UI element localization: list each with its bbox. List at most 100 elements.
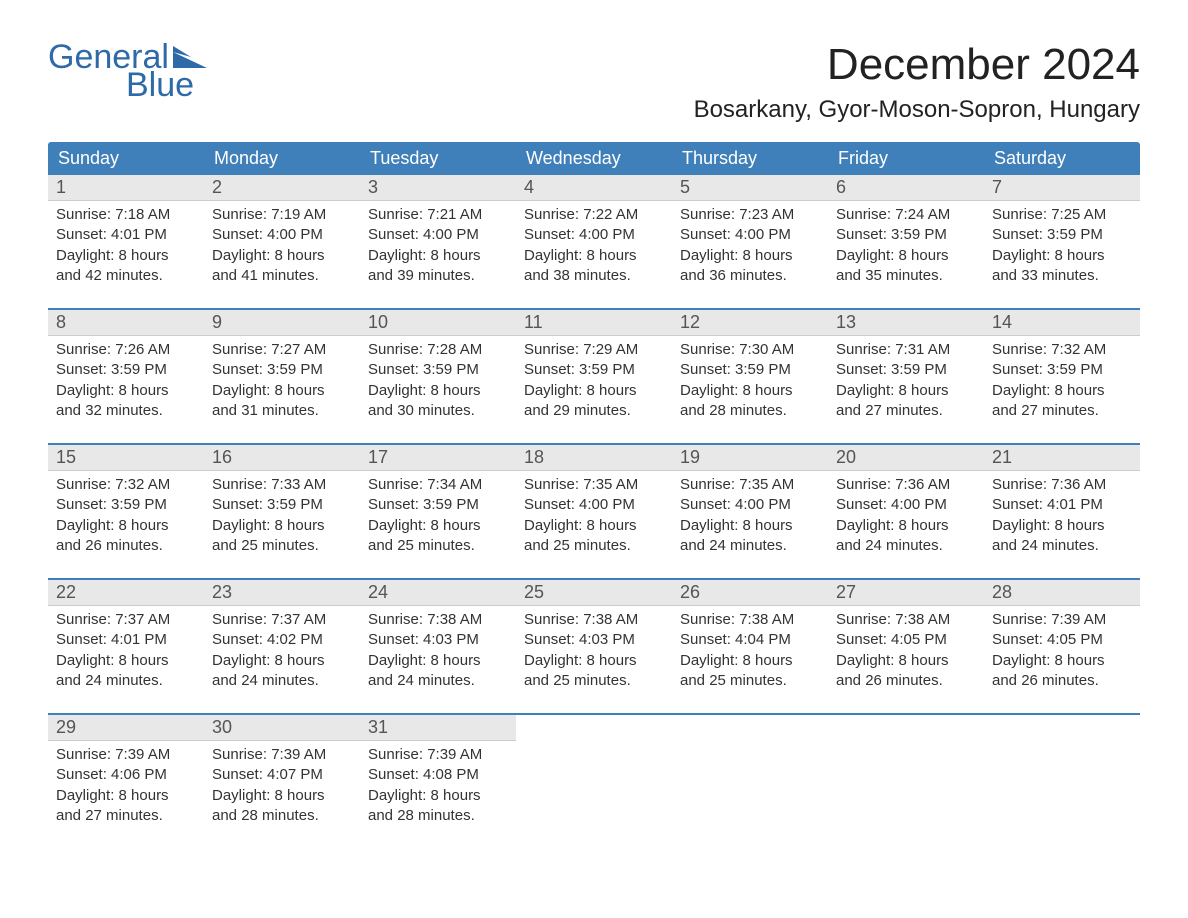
calendar-day-cell: 27Sunrise: 7:38 AMSunset: 4:05 PMDayligh… [828, 580, 984, 699]
day-number: 21 [984, 445, 1140, 471]
day-sunrise: Sunrise: 7:32 AM [56, 475, 196, 495]
day-daylight2: and 32 minutes. [56, 401, 196, 421]
day-body: Sunrise: 7:25 AMSunset: 3:59 PMDaylight:… [984, 201, 1140, 294]
day-daylight2: and 41 minutes. [212, 266, 352, 286]
day-sunrise: Sunrise: 7:29 AM [524, 340, 664, 360]
day-daylight1: Daylight: 8 hours [212, 651, 352, 671]
day-number: 22 [48, 580, 204, 606]
day-sunset: Sunset: 4:00 PM [524, 225, 664, 245]
day-sunrise: Sunrise: 7:36 AM [992, 475, 1132, 495]
calendar-day-cell: 29Sunrise: 7:39 AMSunset: 4:06 PMDayligh… [48, 715, 204, 834]
day-daylight2: and 36 minutes. [680, 266, 820, 286]
day-header-sunday: Sunday [48, 142, 204, 175]
day-sunset: Sunset: 4:00 PM [680, 225, 820, 245]
day-sunset: Sunset: 4:02 PM [212, 630, 352, 650]
calendar: Sunday Monday Tuesday Wednesday Thursday… [48, 142, 1140, 834]
day-body: Sunrise: 7:19 AMSunset: 4:00 PMDaylight:… [204, 201, 360, 294]
day-daylight2: and 25 minutes. [368, 536, 508, 556]
title-block: December 2024 Bosarkany, Gyor-Moson-Sopr… [694, 40, 1140, 138]
day-number: 29 [48, 715, 204, 741]
calendar-day-cell [516, 715, 672, 834]
day-number: 31 [360, 715, 516, 741]
day-daylight2: and 28 minutes. [680, 401, 820, 421]
day-sunset: Sunset: 4:01 PM [992, 495, 1132, 515]
logo: General Blue [48, 40, 207, 102]
day-daylight1: Daylight: 8 hours [992, 651, 1132, 671]
day-number: 25 [516, 580, 672, 606]
calendar-day-cell: 4Sunrise: 7:22 AMSunset: 4:00 PMDaylight… [516, 175, 672, 294]
day-daylight1: Daylight: 8 hours [524, 651, 664, 671]
day-body: Sunrise: 7:37 AMSunset: 4:02 PMDaylight:… [204, 606, 360, 699]
calendar-day-cell [828, 715, 984, 834]
day-daylight2: and 39 minutes. [368, 266, 508, 286]
day-sunrise: Sunrise: 7:37 AM [212, 610, 352, 630]
day-daylight2: and 28 minutes. [212, 806, 352, 826]
day-sunset: Sunset: 3:59 PM [368, 360, 508, 380]
day-number: 1 [48, 175, 204, 201]
day-sunrise: Sunrise: 7:27 AM [212, 340, 352, 360]
day-sunrise: Sunrise: 7:35 AM [680, 475, 820, 495]
day-body: Sunrise: 7:39 AMSunset: 4:05 PMDaylight:… [984, 606, 1140, 699]
day-sunset: Sunset: 3:59 PM [836, 360, 976, 380]
day-daylight1: Daylight: 8 hours [56, 381, 196, 401]
day-sunrise: Sunrise: 7:37 AM [56, 610, 196, 630]
day-sunset: Sunset: 4:00 PM [680, 495, 820, 515]
day-sunrise: Sunrise: 7:38 AM [368, 610, 508, 630]
day-number: 11 [516, 310, 672, 336]
day-sunrise: Sunrise: 7:38 AM [836, 610, 976, 630]
day-sunrise: Sunrise: 7:33 AM [212, 475, 352, 495]
day-daylight1: Daylight: 8 hours [368, 381, 508, 401]
calendar-day-cell: 18Sunrise: 7:35 AMSunset: 4:00 PMDayligh… [516, 445, 672, 564]
day-body: Sunrise: 7:23 AMSunset: 4:00 PMDaylight:… [672, 201, 828, 294]
day-body: Sunrise: 7:34 AMSunset: 3:59 PMDaylight:… [360, 471, 516, 564]
day-number: 14 [984, 310, 1140, 336]
day-daylight1: Daylight: 8 hours [56, 651, 196, 671]
day-sunset: Sunset: 3:59 PM [56, 495, 196, 515]
calendar-day-cell: 20Sunrise: 7:36 AMSunset: 4:00 PMDayligh… [828, 445, 984, 564]
day-body: Sunrise: 7:18 AMSunset: 4:01 PMDaylight:… [48, 201, 204, 294]
calendar-day-cell: 6Sunrise: 7:24 AMSunset: 3:59 PMDaylight… [828, 175, 984, 294]
logo-text-line2: Blue [126, 68, 207, 102]
day-daylight2: and 33 minutes. [992, 266, 1132, 286]
calendar-day-cell: 28Sunrise: 7:39 AMSunset: 4:05 PMDayligh… [984, 580, 1140, 699]
day-sunrise: Sunrise: 7:35 AM [524, 475, 664, 495]
day-body: Sunrise: 7:39 AMSunset: 4:07 PMDaylight:… [204, 741, 360, 834]
day-daylight2: and 24 minutes. [368, 671, 508, 691]
day-sunset: Sunset: 3:59 PM [836, 225, 976, 245]
day-daylight1: Daylight: 8 hours [836, 381, 976, 401]
day-number: 5 [672, 175, 828, 201]
day-header-wednesday: Wednesday [516, 142, 672, 175]
day-body: Sunrise: 7:32 AMSunset: 3:59 PMDaylight:… [984, 336, 1140, 429]
calendar-week: 29Sunrise: 7:39 AMSunset: 4:06 PMDayligh… [48, 713, 1140, 834]
day-daylight2: and 38 minutes. [524, 266, 664, 286]
day-daylight2: and 26 minutes. [992, 671, 1132, 691]
day-body: Sunrise: 7:29 AMSunset: 3:59 PMDaylight:… [516, 336, 672, 429]
day-sunset: Sunset: 4:05 PM [992, 630, 1132, 650]
calendar-day-cell: 15Sunrise: 7:32 AMSunset: 3:59 PMDayligh… [48, 445, 204, 564]
day-daylight1: Daylight: 8 hours [368, 246, 508, 266]
day-sunrise: Sunrise: 7:39 AM [368, 745, 508, 765]
calendar-day-cell: 31Sunrise: 7:39 AMSunset: 4:08 PMDayligh… [360, 715, 516, 834]
day-daylight2: and 24 minutes. [992, 536, 1132, 556]
location-title: Bosarkany, Gyor-Moson-Sopron, Hungary [694, 96, 1140, 124]
day-sunset: Sunset: 3:59 PM [992, 225, 1132, 245]
day-number: 13 [828, 310, 984, 336]
calendar-day-cell: 3Sunrise: 7:21 AMSunset: 4:00 PMDaylight… [360, 175, 516, 294]
day-body: Sunrise: 7:35 AMSunset: 4:00 PMDaylight:… [516, 471, 672, 564]
day-daylight2: and 30 minutes. [368, 401, 508, 421]
day-sunrise: Sunrise: 7:39 AM [212, 745, 352, 765]
day-sunrise: Sunrise: 7:36 AM [836, 475, 976, 495]
calendar-day-cell: 10Sunrise: 7:28 AMSunset: 3:59 PMDayligh… [360, 310, 516, 429]
day-sunrise: Sunrise: 7:22 AM [524, 205, 664, 225]
day-sunrise: Sunrise: 7:21 AM [368, 205, 508, 225]
day-number: 18 [516, 445, 672, 471]
day-sunrise: Sunrise: 7:26 AM [56, 340, 196, 360]
day-number: 10 [360, 310, 516, 336]
day-sunset: Sunset: 4:00 PM [212, 225, 352, 245]
day-sunset: Sunset: 4:00 PM [368, 225, 508, 245]
day-daylight2: and 27 minutes. [992, 401, 1132, 421]
day-daylight2: and 24 minutes. [680, 536, 820, 556]
day-header-row: Sunday Monday Tuesday Wednesday Thursday… [48, 142, 1140, 175]
day-sunrise: Sunrise: 7:39 AM [56, 745, 196, 765]
day-body: Sunrise: 7:35 AMSunset: 4:00 PMDaylight:… [672, 471, 828, 564]
